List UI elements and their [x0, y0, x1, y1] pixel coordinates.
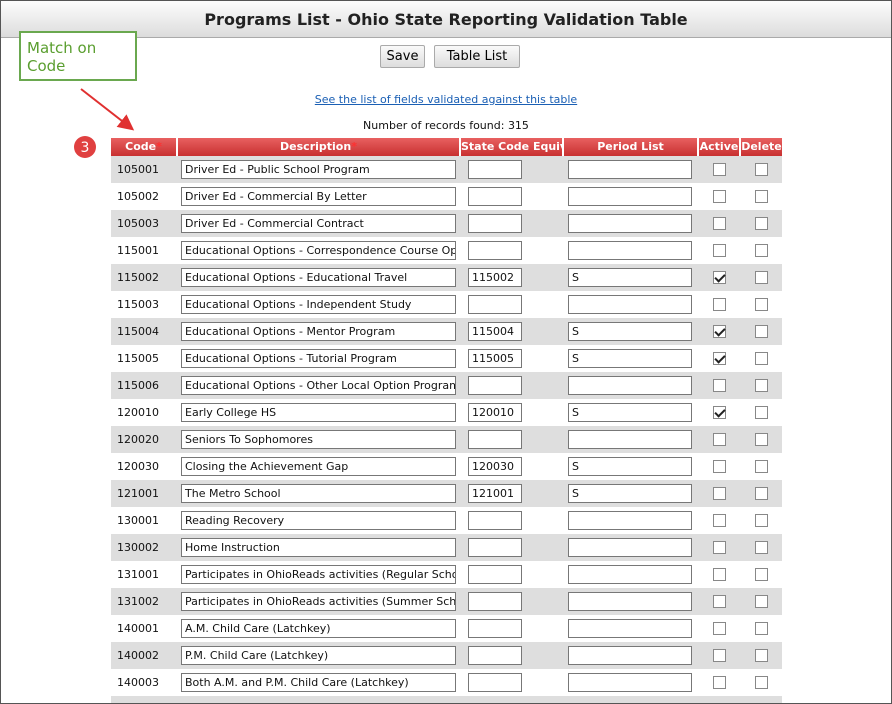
callout: Match on Code [19, 31, 137, 81]
arrow [81, 89, 131, 128]
step-number: 3 [81, 140, 90, 156]
